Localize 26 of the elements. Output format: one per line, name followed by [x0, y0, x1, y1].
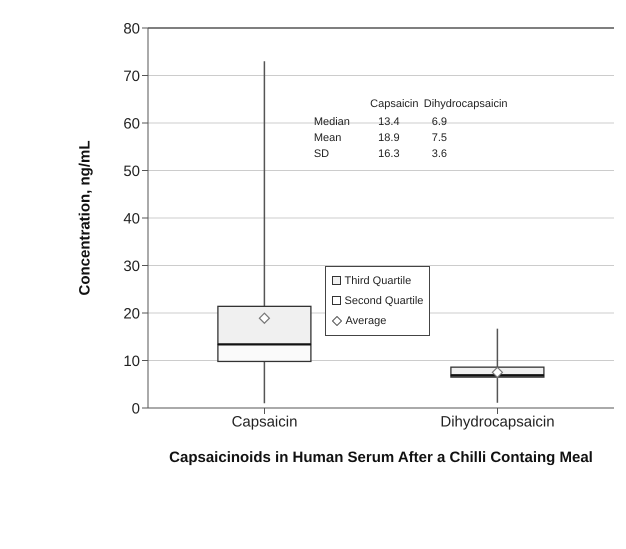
- annotation: Mean: [314, 132, 342, 144]
- annotation: 3.6: [432, 148, 448, 160]
- y-tick-label: 20: [123, 305, 140, 322]
- legend-box: Third Quartile Second Quartile Average: [324, 266, 430, 336]
- annotation: 16.3: [378, 148, 400, 160]
- annotation: Dihydrocapsaicin: [424, 98, 508, 110]
- annotation: Capsaicin: [370, 98, 418, 110]
- annotation: Median: [314, 116, 350, 128]
- y-tick-label: 80: [123, 20, 140, 38]
- annotation: Average: [346, 314, 386, 327]
- annotation: Second Quartile: [344, 294, 424, 307]
- x-axis-title: Capsaicinoids in Human Serum After a Chilli Containg Meal: [169, 449, 593, 466]
- annotation: SD: [314, 148, 330, 160]
- annotation: 6.9: [432, 116, 448, 128]
- y-tick-label: 50: [123, 162, 140, 180]
- annotation: 18.9: [378, 132, 400, 144]
- annotation: Third Quartile: [344, 274, 412, 287]
- annotation: 13.4: [378, 116, 400, 128]
- y-tick-label: 30: [123, 258, 140, 275]
- y-tick-label: 0: [132, 400, 140, 418]
- y-axis-title: Concentration, ng/mL: [76, 140, 94, 296]
- y-tick-label: 70: [123, 68, 140, 85]
- y-tick-label: 40: [123, 210, 140, 228]
- y-tick-label: 60: [123, 115, 140, 132]
- annotation: 7.5: [432, 132, 448, 144]
- y-tick-label: 10: [123, 352, 140, 370]
